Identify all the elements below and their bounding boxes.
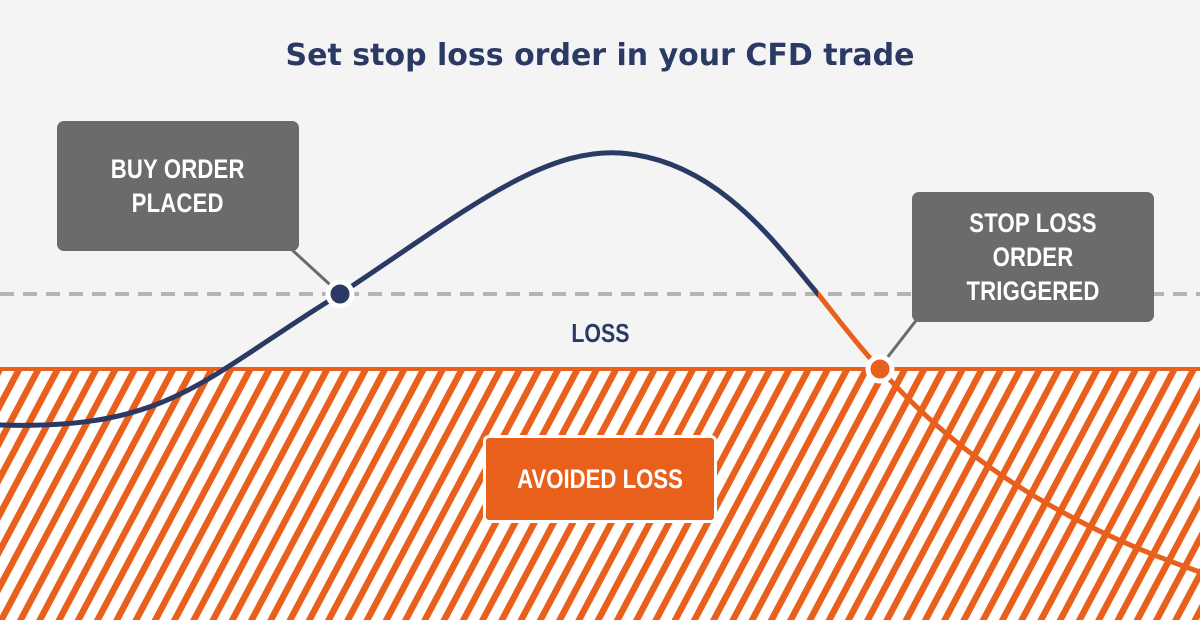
- stop-loss-callout: STOP LOSS ORDER TRIGGERED: [913, 193, 1153, 321]
- loss-zone-label: LOSS: [550, 318, 650, 349]
- diagram-title: Set stop loss order in your CFD trade: [285, 38, 915, 73]
- buy-order-label-line1: BUY ORDER: [111, 154, 245, 184]
- buy-order-point: [325, 279, 355, 309]
- stop-loss-label-line2: TRIGGERED: [966, 276, 1100, 306]
- stop-loss-trigger-point: [865, 354, 895, 384]
- avoided-loss-label-box: AVOIDED LOSS: [483, 435, 717, 523]
- buy-order-callout: BUY ORDER PLACED: [58, 122, 298, 250]
- loss-zone-text: LOSS: [570, 318, 630, 348]
- stop-loss-label-line1: STOP LOSS ORDER: [969, 208, 1097, 272]
- buy-order-label-line2: PLACED: [131, 188, 224, 218]
- price-curve-after-trigger: [818, 290, 1200, 575]
- price-curve-before-trigger: [0, 150, 818, 428]
- avoided-loss-text: AVOIDED LOSS: [517, 463, 683, 494]
